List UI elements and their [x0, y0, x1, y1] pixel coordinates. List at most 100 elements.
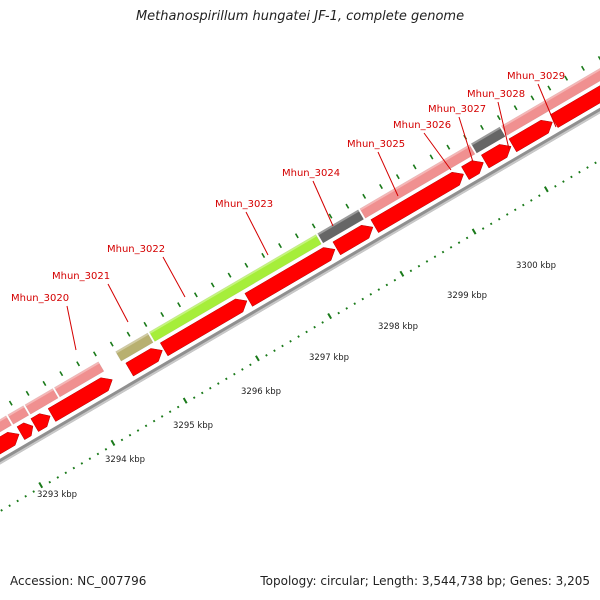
scale-minor-tick [289, 339, 292, 343]
gene-3019-forward [24, 388, 59, 415]
gene-r2-reverse [16, 422, 34, 441]
gene-3020-forward [53, 361, 105, 398]
gene-tick [59, 371, 64, 377]
gene-tick [395, 174, 400, 180]
callout-line-7 [458, 116, 474, 163]
callout-line-8 [497, 101, 510, 150]
scale-minor-tick [208, 386, 212, 390]
scale-minor-tick [554, 184, 557, 188]
scale-minor-tick [249, 363, 252, 367]
scale-minor-tick [441, 250, 445, 254]
scale-minor-tick [313, 325, 316, 329]
gene-tick [177, 302, 182, 308]
scale-minor-tick [538, 194, 541, 198]
scale-minor-tick [120, 438, 124, 442]
scale-label-3: 3296 kbp [241, 387, 281, 397]
scale-minor-tick [513, 208, 517, 212]
genome-backbone-shade [0, 111, 600, 465]
scale-minor-tick [393, 278, 397, 282]
scale-major-tick [399, 270, 405, 277]
gene-tick [345, 203, 350, 209]
gene-3021-forward [115, 332, 154, 362]
scale-label-4: 3297 kbp [309, 353, 349, 363]
scale-minor-tick [345, 307, 348, 310]
scale-minor-tick [522, 203, 525, 207]
gene-r9-reverse [370, 171, 464, 233]
scale-minor-tick [578, 170, 581, 174]
page-title: Methanospirillum hungatei JF-1, complete… [135, 9, 465, 24]
gene-tick [530, 95, 535, 101]
gene-3017-forward [7, 405, 30, 425]
gene-tick [193, 292, 198, 298]
scale-minor-tick [192, 396, 196, 399]
gene-label-7[interactable]: Mhun_3027 [428, 104, 486, 115]
gene-label-4[interactable]: Mhun_3024 [282, 168, 340, 179]
gene-label-9[interactable]: Mhun_3029 [507, 71, 565, 82]
scale-labels: 3293 kbp 3294 kbp 3295 kbp 3296 kbp 3297 kbp… [37, 261, 556, 500]
gene-3027-forward-shine [471, 126, 501, 146]
gene-tick [244, 262, 249, 268]
gene-tick [76, 361, 81, 367]
gene-3019-forward-shine [25, 388, 54, 407]
gene-label-1[interactable]: Mhun_3021 [52, 271, 110, 282]
scale-label-2: 3295 kbp [173, 421, 213, 431]
gene-tick [328, 213, 333, 219]
gene-3020-forward-shine [54, 361, 100, 390]
scale-label-6: 3299 kbp [447, 291, 487, 301]
forward-strand-track [0, 67, 600, 433]
gene-tick [278, 243, 282, 249]
reverse-strand-track [0, 85, 600, 455]
gene-tick [547, 85, 552, 91]
scale-major-tick [255, 355, 260, 362]
scale-minor-tick [361, 297, 365, 301]
callout-line-4 [312, 180, 334, 227]
gene-tick [294, 233, 299, 239]
gene-tick [42, 380, 47, 387]
gene-tick [311, 223, 316, 229]
scale-major-tick [327, 312, 333, 320]
scale-minor-tick [385, 283, 389, 287]
scale-minor-tick [80, 462, 84, 465]
gene-callouts: Mhun_3020 Mhun_3021 Mhun_3022 Mhun_3023 Mhun… [11, 71, 565, 351]
scale-minor-tick [32, 490, 35, 493]
gene-tick [261, 252, 266, 259]
scale-minor-tick [337, 311, 340, 315]
scale-minor-tick [353, 302, 357, 306]
scale-minor-tick [425, 260, 429, 263]
gene-label-2[interactable]: Mhun_3022 [107, 244, 165, 255]
gene-tick [446, 144, 451, 150]
scale-minor-tick [152, 419, 156, 423]
scale-minor-tick [48, 480, 52, 484]
gene-label-6[interactable]: Mhun_3026 [393, 120, 451, 131]
gene-3017-forward-shine [7, 405, 25, 417]
scale-minor-tick [128, 433, 132, 437]
gene-tick [8, 400, 13, 406]
scale-minor-tick [265, 354, 268, 357]
gene-tick [564, 75, 569, 81]
gene-label-3[interactable]: Mhun_3023 [215, 199, 273, 210]
gene-label-0[interactable]: Mhun_3020 [11, 293, 69, 304]
gene-tick [362, 193, 367, 199]
scale-minor-tick [449, 246, 453, 249]
gene-label-8[interactable]: Mhun_3028 [467, 89, 525, 100]
scale-minor-tick [377, 288, 381, 291]
scale-minor-tick [481, 227, 485, 230]
gene-r5-reverse [125, 348, 163, 377]
scale-minor-tick [273, 349, 276, 352]
gene-r1-reverse [0, 432, 20, 455]
gene-tick [480, 124, 484, 130]
scale-major-tick [38, 482, 44, 489]
scale-label-0: 3293 kbp [37, 490, 77, 500]
callout-line-0 [66, 305, 77, 351]
gene-tick [143, 321, 148, 327]
scale-minor-tick [24, 494, 27, 498]
gene-tick [126, 331, 131, 337]
gene-r12-reverse [508, 119, 553, 153]
scale-minor-tick [586, 166, 589, 169]
gene-label-5[interactable]: Mhun_3025 [347, 139, 405, 150]
scale-minor-tick [530, 199, 533, 202]
scale-minor-tick [72, 466, 76, 470]
gene-tick [109, 341, 114, 347]
callout-line-1 [107, 283, 129, 323]
